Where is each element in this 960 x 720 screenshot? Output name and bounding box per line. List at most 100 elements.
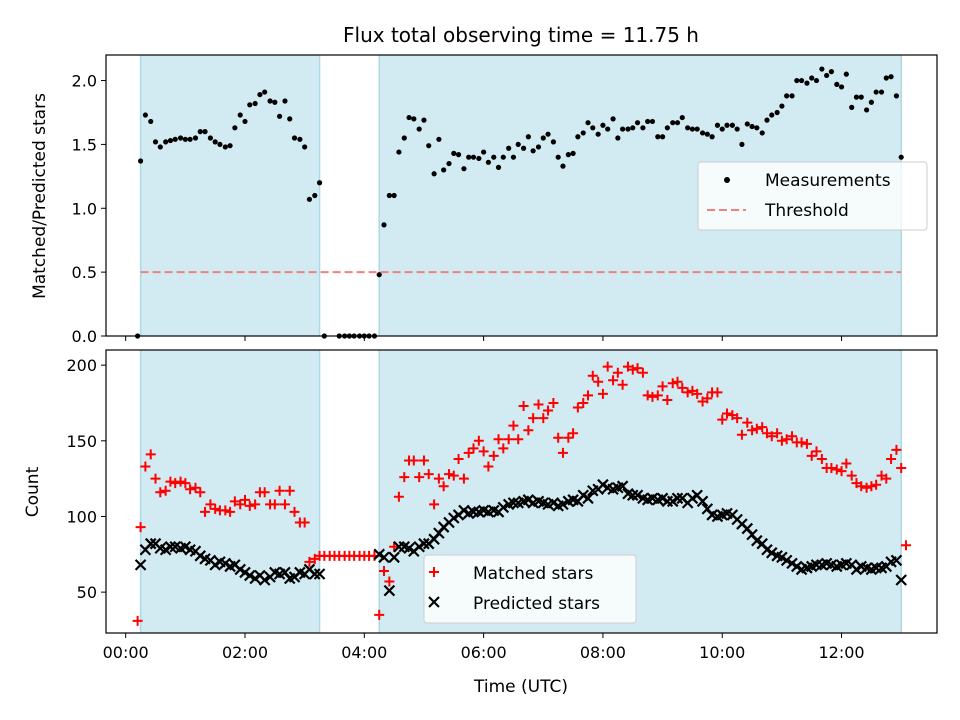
predicted-star-point — [895, 574, 907, 586]
matched-star-point — [787, 431, 798, 442]
matched-star-point — [498, 443, 509, 454]
matched-star-point — [846, 470, 857, 481]
measurement-point — [177, 135, 184, 141]
predicted-star-point — [626, 489, 639, 502]
measurement-point — [640, 125, 646, 131]
matched-star-point — [627, 364, 638, 375]
measurement-point — [431, 171, 437, 177]
measurement-point — [555, 154, 561, 160]
measurement-point — [316, 180, 323, 186]
measurement-point — [247, 102, 253, 108]
tick-layer: 00:00 02:00 04:00 06:00 08:00 10:00 12:00 50 100… — [66, 356, 864, 662]
measurement-point — [476, 155, 482, 162]
matched-star-point — [896, 463, 907, 474]
predicted-star-point — [243, 569, 256, 582]
measurement-point — [297, 136, 303, 142]
measurement-point — [824, 72, 830, 79]
matched-star-point — [299, 517, 310, 528]
matched-star-point — [647, 391, 658, 402]
measurement-point — [729, 122, 735, 128]
legend-frame — [697, 161, 928, 231]
measurement-point — [645, 118, 651, 125]
measurement-point — [560, 163, 566, 169]
measurement-point — [843, 71, 849, 77]
matched-star-point — [856, 481, 867, 492]
matched-star-point — [229, 496, 240, 507]
matched-star-point — [806, 450, 817, 461]
matched-star-point — [597, 388, 608, 399]
matched-star-point — [751, 423, 762, 434]
matched-star-point — [378, 565, 389, 576]
matched-star-point — [747, 425, 758, 436]
measurement-point — [406, 114, 412, 121]
matched-star-point — [533, 399, 544, 410]
measurement-point — [615, 135, 621, 141]
measurement-point — [704, 131, 710, 137]
measurement-point — [883, 75, 889, 81]
matched-star-point — [836, 466, 847, 477]
measurement-point — [659, 134, 666, 140]
measurement-point — [520, 145, 527, 151]
data-marks-layer — [132, 361, 911, 626]
matched-star-point — [602, 361, 613, 372]
matched-star-point — [289, 506, 300, 517]
measurement-point — [630, 125, 636, 131]
matched-star-point — [468, 443, 479, 454]
matched-star-point — [662, 394, 673, 405]
matched-star-point — [617, 379, 628, 390]
matched-star-point — [563, 432, 574, 443]
matched-star-point — [374, 609, 385, 620]
measurement-point — [888, 74, 894, 80]
matched-star-point — [478, 446, 489, 457]
measurement-point — [809, 75, 815, 81]
measurement-point — [416, 126, 422, 132]
measurement-point — [287, 116, 293, 122]
measurement-point — [545, 131, 551, 137]
measurement-point — [570, 150, 576, 156]
matched-star-point — [593, 376, 604, 387]
matched-star-point — [632, 363, 643, 374]
predicted-star-point — [134, 559, 147, 571]
measurement-point — [739, 141, 745, 148]
matched-star-point — [483, 461, 494, 472]
matched-star-point — [672, 376, 683, 387]
measurement-point — [694, 126, 700, 132]
measurement-point — [789, 93, 795, 99]
y-tick-label: 1.0 — [72, 199, 97, 218]
measurement-point — [276, 113, 283, 119]
predicted-star-point — [582, 492, 594, 505]
measurement-point — [600, 122, 606, 128]
measurement-point — [202, 129, 208, 135]
measurement-point — [670, 120, 676, 126]
chart-title: Flux total observing time = 11.75 h — [343, 23, 699, 47]
measurement-point — [709, 134, 715, 140]
matched-star-point — [886, 453, 897, 464]
measurement-point — [282, 98, 288, 104]
predicted-star-point — [765, 547, 778, 559]
measurement-point — [798, 77, 805, 84]
matched-star-point — [722, 408, 733, 419]
matched-star-point — [180, 478, 191, 489]
matched-star-point — [861, 482, 872, 493]
matched-star-point — [831, 464, 842, 475]
y-tick-label: 150 — [66, 432, 97, 451]
measurement-point — [138, 158, 144, 164]
x-tick-label: 04:00 — [341, 643, 387, 662]
measurement-point — [525, 134, 531, 140]
matched-star-point — [423, 469, 434, 480]
measurement-point — [595, 131, 601, 137]
matched-star-point — [259, 487, 270, 498]
x-tick-label: 10:00 — [699, 643, 745, 662]
matched-star-point — [195, 487, 206, 498]
matched-star-point — [244, 500, 255, 511]
predicted-star-point — [164, 540, 177, 553]
predicted-star-point — [507, 497, 520, 509]
tick-layer: 0.0 0.5 1.0 1.5 2.0 — [72, 72, 843, 346]
matched-star-point — [608, 375, 619, 386]
data-marks-layer — [135, 66, 904, 339]
matched-star-point — [140, 461, 151, 472]
legend-label-predicted: Predicted stars — [473, 594, 600, 614]
measurement-point — [267, 98, 273, 104]
measurement-point — [142, 112, 148, 118]
matched-star-point — [578, 397, 589, 408]
